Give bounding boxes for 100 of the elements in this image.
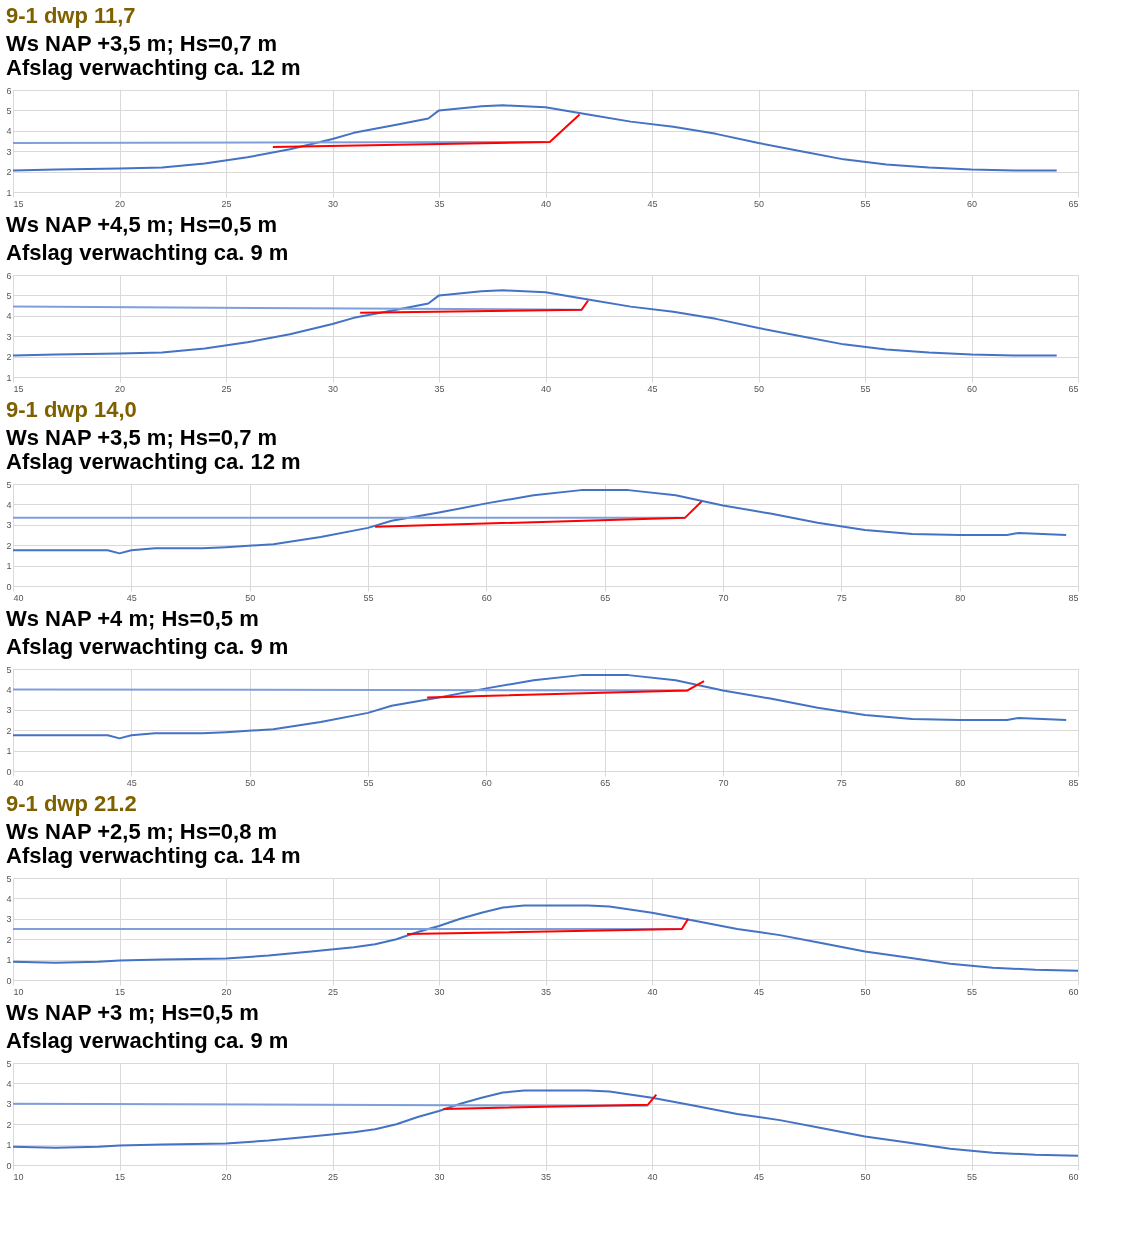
y-tick-label: 5	[6, 290, 12, 301]
x-tick-label: 55	[860, 383, 871, 394]
y-tick-label: 3	[6, 146, 12, 157]
x-tick-label: 25	[327, 986, 339, 997]
x-tick-label: 55	[363, 592, 374, 603]
x-tick-label: 45	[647, 383, 658, 394]
chart-title: 9-1 dwp 21.2	[5, 791, 137, 816]
line-series	[13, 904, 1078, 972]
x-tick-label: 50	[245, 592, 256, 603]
x-tick-label: 85	[1068, 777, 1079, 788]
y-tick-label: 5	[6, 105, 12, 116]
x-tick-label: 50	[245, 777, 256, 788]
y-tick-label: 1	[6, 955, 12, 966]
x-tick-label: 65	[600, 592, 611, 603]
chart-title: 9-1 dwp 11,7	[5, 3, 136, 28]
x-tick-label: 15	[114, 1171, 126, 1182]
x-tick-label: 50	[860, 986, 871, 997]
y-tick-label: 1	[6, 372, 12, 383]
y-tick-label: 3	[6, 705, 12, 716]
x-tick-label: 30	[327, 383, 339, 394]
chart-subtitle: Ws NAP +3 m; Hs=0,5 m	[5, 1000, 259, 1025]
y-tick-label: 6	[6, 270, 12, 281]
x-tick-label: 55	[966, 1171, 978, 1182]
x-tick-label: 30	[434, 1171, 445, 1182]
chart-subtitle: Ws NAP +4 m; Hs=0,5 m	[5, 606, 259, 631]
x-tick-label: 55	[966, 986, 978, 997]
x-tick-label: 50	[860, 1171, 871, 1182]
x-tick-label: 15	[13, 198, 24, 209]
chart-subtitle: Ws NAP +2,5 m; Hs=0,8 m	[5, 819, 278, 844]
y-tick-label: 1	[6, 746, 12, 757]
x-tick-label: 75	[836, 777, 847, 788]
x-tick-label: 55	[363, 777, 374, 788]
chart-title: 9-1 dwp 14,0	[5, 397, 137, 422]
y-tick-label: 3	[6, 914, 12, 925]
x-tick-label: 60	[481, 592, 492, 603]
x-tick-label: 15	[13, 383, 24, 394]
x-tick-label: 25	[327, 1171, 339, 1182]
x-tick-label: 50	[753, 198, 765, 209]
y-tick-label: 0	[6, 1160, 12, 1171]
y-tick-label: 0	[6, 975, 12, 986]
x-tick-label: 60	[1068, 986, 1079, 997]
x-tick-label: 35	[434, 198, 445, 209]
x-tick-label: 65	[1068, 383, 1079, 394]
text: Afslag verwachting ca. 9 m	[5, 1028, 289, 1053]
y-tick-label: 0	[6, 766, 12, 777]
x-tick-label: 25	[221, 198, 232, 209]
x-tick-label: 60	[1068, 1171, 1079, 1182]
x-tick-label: 45	[126, 592, 137, 603]
y-tick-label: 5	[6, 873, 12, 884]
y-tick-label: 2	[6, 352, 12, 363]
line-series	[13, 674, 1068, 740]
x-tick-label: 35	[540, 986, 552, 997]
y-tick-label: 4	[6, 311, 12, 322]
y-tick-label: 3	[6, 331, 12, 342]
line-series	[13, 1089, 1078, 1157]
y-tick-label: 4	[6, 499, 12, 510]
x-tick-label: 60	[481, 777, 492, 788]
x-tick-label: 40	[540, 383, 552, 394]
x-tick-label: 85	[1068, 592, 1079, 603]
y-tick-label: 0	[6, 581, 12, 592]
text: Afslag verwachting ca. 12 m	[5, 55, 301, 80]
x-tick-label: 40	[647, 1171, 658, 1182]
text: Afslag verwachting ca. 9 m	[5, 634, 289, 659]
line-series	[13, 104, 1058, 172]
y-tick-label: 6	[6, 85, 12, 96]
x-tick-label: 70	[718, 777, 729, 788]
chart-subtitle: Ws NAP +3,5 m; Hs=0,7 m	[5, 425, 278, 450]
x-tick-label: 30	[327, 198, 339, 209]
x-tick-label: 20	[221, 986, 232, 997]
x-tick-label: 40	[540, 198, 552, 209]
x-tick-label: 40	[647, 986, 658, 997]
x-tick-label: 25	[221, 383, 232, 394]
x-tick-label: 15	[114, 986, 126, 997]
x-tick-label: 20	[114, 198, 126, 209]
x-tick-label: 45	[647, 198, 658, 209]
x-tick-label: 35	[434, 383, 445, 394]
x-tick-label: 10	[13, 1171, 24, 1182]
text: Afslag verwachting ca. 14 m	[5, 843, 301, 868]
line-series	[13, 289, 1058, 357]
x-tick-label: 80	[955, 777, 966, 788]
y-tick-label: 5	[6, 479, 12, 490]
text: Afslag verwachting ca. 9 m	[5, 240, 289, 265]
x-tick-label: 40	[13, 777, 24, 788]
line-series	[13, 489, 1068, 555]
y-tick-label: 3	[6, 1099, 12, 1110]
y-tick-label: 2	[6, 934, 12, 945]
chart-subtitle: Ws NAP +4,5 m; Hs=0,5 m	[5, 212, 278, 237]
x-tick-label: 80	[955, 592, 966, 603]
chart-subtitle: Ws NAP +3,5 m; Hs=0,7 m	[5, 31, 278, 56]
x-tick-label: 40	[13, 592, 24, 603]
x-tick-label: 45	[753, 1171, 765, 1182]
y-tick-label: 5	[6, 664, 12, 675]
y-tick-label: 2	[6, 725, 12, 736]
x-tick-label: 20	[114, 383, 126, 394]
x-tick-label: 45	[753, 986, 765, 997]
x-tick-label: 30	[434, 986, 445, 997]
y-tick-label: 5	[6, 1058, 12, 1069]
x-tick-label: 70	[718, 592, 729, 603]
x-tick-label: 55	[860, 198, 871, 209]
y-tick-label: 4	[6, 1078, 12, 1089]
